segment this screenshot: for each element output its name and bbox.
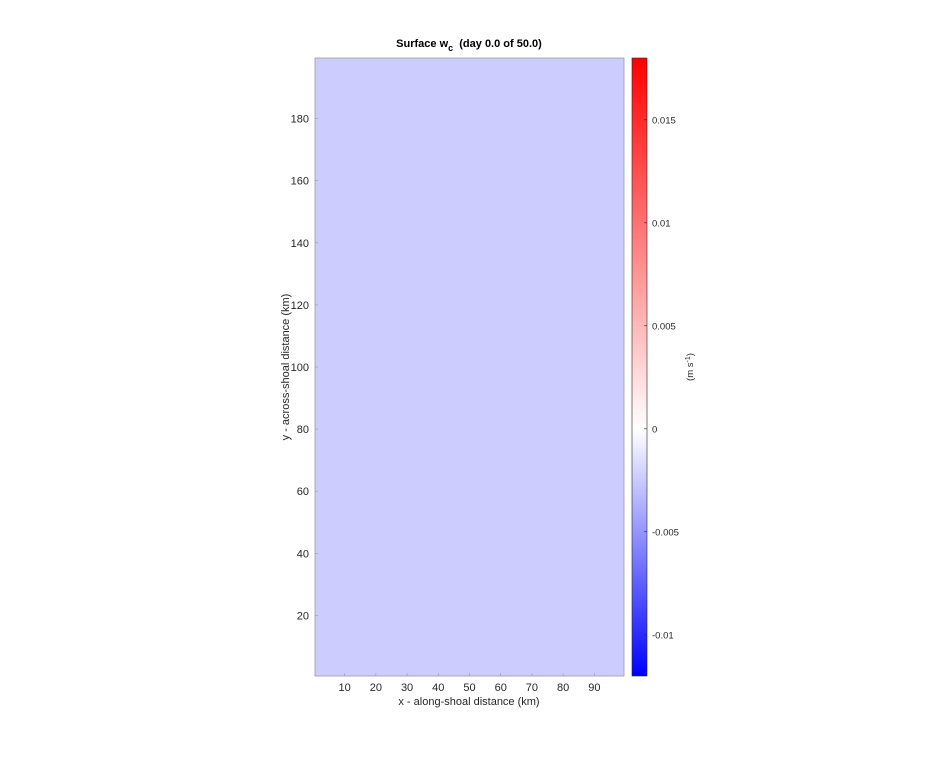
x-tick-label: 10 (339, 682, 351, 694)
y-axis-ticks: 20 40 60 80 100 120 140 160 180 (291, 114, 318, 622)
x-axis-label: x - along-shoal distance (km) (398, 696, 539, 708)
x-axis-ticks: 10 20 30 40 50 60 70 80 90 (339, 673, 600, 694)
colorbar-label-suffix: ) (685, 353, 696, 356)
x-tick-label: 70 (526, 682, 538, 694)
colorbar-label-superscript: -1 (685, 356, 692, 362)
x-tick-label: 30 (401, 682, 413, 694)
colorbar: -0.01 -0.005 0 0.005 0.01 0.015 (m s-1) (631, 57, 696, 677)
chart-title-suffix: (day 0.0 of 50.0) (453, 38, 542, 50)
colorbar-tick-label: -0.01 (652, 630, 674, 641)
colorbar-gradient (631, 57, 648, 677)
y-tick-label: 80 (297, 424, 309, 436)
y-tick-label: 20 (297, 610, 309, 622)
x-tick-label: 50 (463, 682, 475, 694)
y-axis-label: y - across-shoal distance (km) (280, 294, 292, 441)
y-tick-label: 180 (291, 114, 309, 126)
chart-title: Surface wc (day 0.0 of 50.0) (396, 38, 542, 53)
colorbar-ticks: -0.01 -0.005 0 0.005 0.01 0.015 (644, 115, 679, 641)
y-tick-label: 40 (297, 548, 309, 560)
y-tick-label: 120 (291, 300, 309, 312)
chart-title-subscript: c (448, 43, 453, 53)
y-tick-label: 140 (291, 238, 309, 250)
y-tick-label: 60 (297, 486, 309, 498)
x-tick-label: 80 (557, 682, 569, 694)
y-tick-label: 160 (291, 176, 309, 188)
x-tick-label: 60 (495, 682, 507, 694)
colorbar-tick-label: 0 (652, 424, 657, 435)
x-tick-label: 90 (588, 682, 600, 694)
colorbar-tick-label: 0.015 (652, 115, 676, 126)
colorbar-tick-label: -0.005 (652, 527, 679, 538)
colorbar-label-main: (m s (685, 362, 696, 381)
colorbar-tick-label: 0.01 (652, 218, 671, 229)
x-tick-label: 20 (370, 682, 382, 694)
chart-title-main: Surface w (396, 38, 448, 50)
colorbar-label: (m s-1) (685, 353, 696, 381)
plot-area (314, 57, 625, 677)
y-tick-label: 100 (291, 362, 309, 374)
colorbar-tick-label: 0.005 (652, 321, 676, 332)
x-tick-label: 40 (432, 682, 444, 694)
heatmap-field (315, 58, 624, 676)
